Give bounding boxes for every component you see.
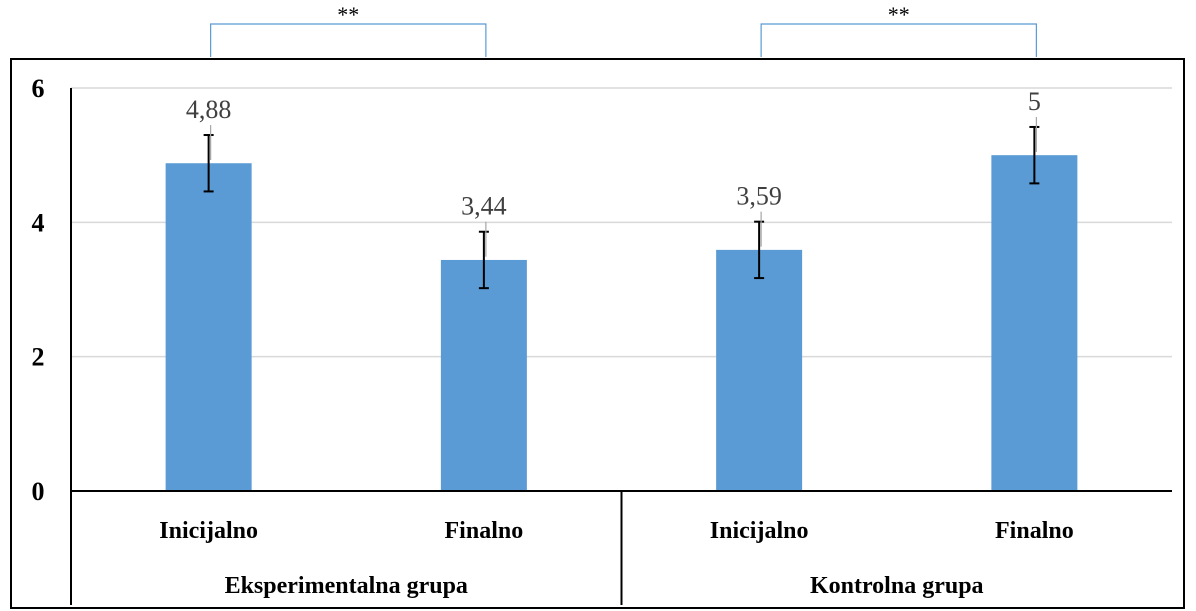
significance-label: ** [888,2,910,27]
value-label: 3,44 [461,192,507,221]
grid-lines [71,87,1172,358]
bar [440,259,527,491]
y-tick-label: 2 [32,343,45,372]
value-label: 5 [1028,87,1041,116]
y-tick-label: 0 [32,477,45,506]
category-label: Finalno [445,518,524,544]
value-labels: 4,88 3,44 3,59 5 [186,87,1041,221]
error-bars [203,116,1040,290]
bar [165,163,252,491]
y-tick-label: 6 [32,74,45,103]
significance-bracket [210,23,487,57]
chart-frame [10,58,1185,609]
significance-label: ** [337,2,359,27]
value-label: 4,88 [186,95,232,124]
significance-bracket [760,23,1037,57]
group-label: Eksperimentalna grupa [225,573,468,599]
significance-brackets: ** ** [210,2,1037,57]
category-label: Inicijalno [159,518,258,544]
category-label: Inicijalno [710,518,809,544]
group-label: Kontrolna grupa [810,573,984,599]
y-axis: 0 2 4 6 [32,74,72,605]
x-axis: Inicijalno Finalno Eksperimentalna grupa In… [71,490,1172,605]
y-tick-label: 4 [32,208,45,237]
bar [716,249,803,491]
bar [991,155,1078,491]
value-label: 3,59 [736,182,782,211]
bars [165,155,1078,491]
category-label: Finalno [995,518,1074,544]
